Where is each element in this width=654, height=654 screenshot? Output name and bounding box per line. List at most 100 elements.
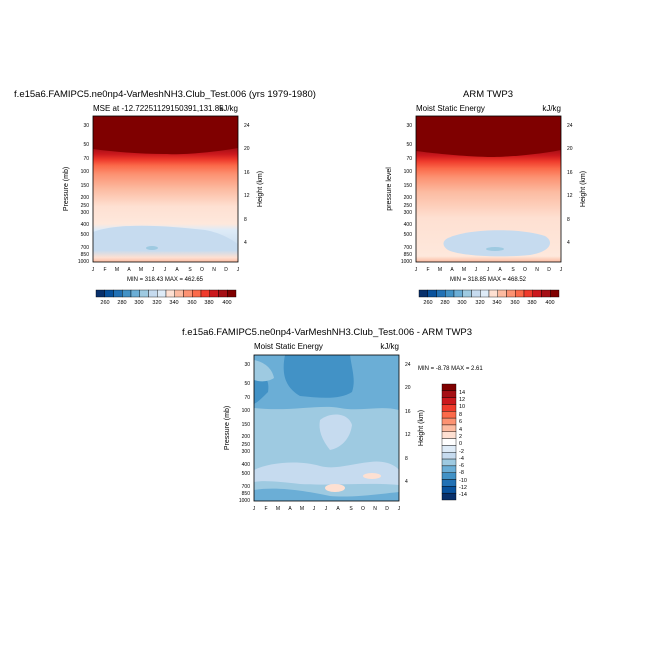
colorbar-swatch <box>218 289 228 298</box>
colorbar-label: 8 <box>459 412 462 418</box>
colorbar-swatch <box>453 289 463 298</box>
colorbar-swatch <box>441 411 457 419</box>
colorbar-swatch <box>441 479 457 487</box>
panel-model-ylabel: Pressure (mb) <box>63 167 70 211</box>
y-tick-label: 850 <box>404 252 413 258</box>
panel-obs-min-spot <box>486 247 504 251</box>
x-tick-label: J <box>398 506 401 512</box>
x-tick-label: M <box>300 506 304 512</box>
colorbar-swatch <box>441 452 457 460</box>
colorbar-label: -4 <box>459 456 464 462</box>
colorbar-swatch <box>441 486 457 494</box>
colorbar-label: -6 <box>459 463 464 469</box>
colorbar-swatches <box>418 289 560 298</box>
x-tick-label: J <box>325 506 328 512</box>
colorbar-label: -12 <box>459 485 467 491</box>
panel-model-yticks-right: 24 20 16 12 8 4 <box>244 123 250 246</box>
x-tick-label: F <box>103 267 106 273</box>
y-tick-label: 1000 <box>401 259 412 265</box>
colorbar-swatch <box>480 289 490 298</box>
x-tick-label: F <box>426 267 429 273</box>
colorbar-label: 360 <box>187 300 196 306</box>
y-tick-label: 30 <box>406 123 412 129</box>
colorbar-label: 380 <box>527 300 536 306</box>
y-tick-label: 300 <box>404 210 413 216</box>
colorbar-swatch <box>209 289 219 298</box>
panel-obs-subtitle: Moist Static Energy <box>416 104 485 113</box>
panel-obs-xticks: J F M A M J J A S O N D J <box>415 267 563 273</box>
colorbar-label: -2 <box>459 449 464 455</box>
colorbar-swatch <box>506 289 516 298</box>
panel-model-units: kJ/kg <box>219 104 238 113</box>
colorbar-labels: 260 280 300 320 340 360 380 400 <box>100 300 231 306</box>
y-tick-label: 150 <box>242 422 251 428</box>
diff-region-light-mid <box>319 414 352 450</box>
colorbar-swatches <box>95 289 237 298</box>
y-tick-label: 200 <box>81 195 90 201</box>
panel-diff-xticks: J F M A M J J A S O N D J <box>253 506 401 512</box>
height-tick-label: 24 <box>567 123 573 129</box>
y-tick-label: 30 <box>83 123 89 129</box>
height-tick-label: 8 <box>405 456 408 462</box>
colorbar-swatch <box>541 289 551 298</box>
y-tick-label: 70 <box>244 395 250 401</box>
y-tick-label: 1000 <box>239 498 250 504</box>
y-tick-label: 400 <box>242 462 251 468</box>
height-tick-label: 20 <box>244 146 250 152</box>
colorbar-label: 6 <box>459 419 462 425</box>
x-tick-label: N <box>212 267 216 273</box>
height-tick-label: 8 <box>244 217 247 223</box>
x-tick-label: J <box>237 267 240 273</box>
colorbar-label: 340 <box>169 300 178 306</box>
colorbar-swatch <box>441 424 457 432</box>
colorbar-swatch <box>139 289 149 298</box>
y-tick-label: 200 <box>242 434 251 440</box>
x-tick-label: J <box>487 267 490 273</box>
height-tick-label: 4 <box>244 240 247 246</box>
colorbar-labels: 14 12 10 8 6 4 2 0 -2 -4 -6 -8 -10 -12 -… <box>459 390 467 498</box>
panel-model-top-band <box>93 116 238 155</box>
y-tick-label: 700 <box>242 484 251 490</box>
colorbar-label: 260 <box>100 300 109 306</box>
y-tick-label: 250 <box>81 203 90 209</box>
colorbar-swatch <box>441 472 457 480</box>
colorbar-label: 280 <box>117 300 126 306</box>
colorbar-label: 280 <box>440 300 449 306</box>
x-tick-label: M <box>438 267 442 273</box>
x-tick-label: J <box>164 267 167 273</box>
x-tick-label: A <box>336 506 340 512</box>
colorbar-swatch <box>95 289 105 298</box>
x-tick-label: S <box>188 267 192 273</box>
diff-region-strong <box>283 355 354 398</box>
panel-obs-yticks: 30 50 70 100 150 200 250 300 400 500 700… <box>401 123 412 265</box>
x-tick-label: M <box>115 267 119 273</box>
diff-positive-spot <box>363 473 381 479</box>
colorbar-swatch <box>523 289 533 298</box>
colorbar-swatches <box>441 383 457 501</box>
panel-model-stats: MIN = 318.43 MAX = 462.65 <box>127 277 204 283</box>
y-tick-label: 150 <box>404 183 413 189</box>
y-tick-label: 700 <box>81 245 90 251</box>
colorbar-label: 300 <box>457 300 466 306</box>
panel-obs-colorbar: 260 280 300 320 340 360 380 400 <box>418 289 560 306</box>
x-tick-label: M <box>276 506 280 512</box>
colorbar-label: 0 <box>459 441 462 447</box>
x-tick-label: D <box>385 506 389 512</box>
panel-obs: ARM TWP3 Moist Static Energy kJ/kg <box>386 89 587 306</box>
colorbar-swatch <box>157 289 167 298</box>
colorbar-swatch <box>436 289 446 298</box>
y-tick-label: 300 <box>242 449 251 455</box>
diff-region-lower <box>254 488 399 501</box>
colorbar-swatch <box>441 465 457 473</box>
panel-model-title: f.e15a6.FAMIPC5.ne0np4-VarMeshNH3.Club_T… <box>14 89 316 100</box>
x-tick-label: D <box>547 267 551 273</box>
panel-obs-units: kJ/kg <box>542 104 561 113</box>
colorbar-swatch <box>441 404 457 412</box>
y-tick-label: 700 <box>404 245 413 251</box>
x-tick-label: J <box>415 267 418 273</box>
diff-region-mid-band <box>254 461 399 485</box>
y-tick-label: 70 <box>406 156 412 162</box>
colorbar-label: 320 <box>152 300 161 306</box>
colorbar-swatch <box>192 289 202 298</box>
